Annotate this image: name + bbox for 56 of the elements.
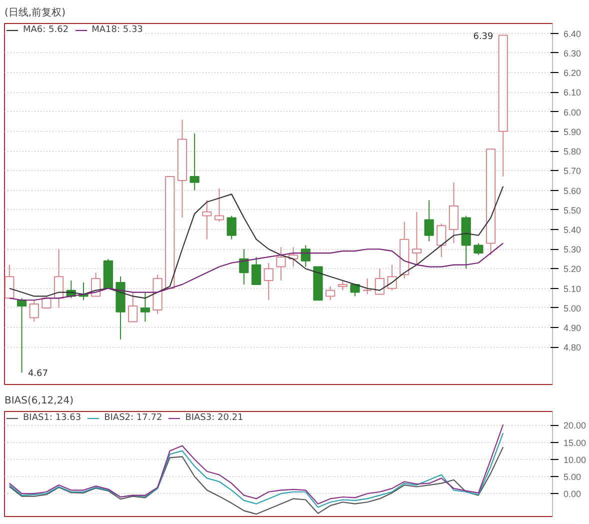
candlestick: [42, 296, 52, 308]
candlestick: [448, 182, 459, 244]
legend-label: BIAS3: 20.21: [185, 413, 244, 423]
candlestick: [214, 188, 224, 222]
candlestick: [424, 200, 434, 242]
y-tick-label: 5.40: [564, 225, 582, 236]
legend-label: BIAS1: 13.63: [23, 413, 82, 423]
candlestick: [326, 286, 336, 301]
legend-label: MA18: 5.33: [92, 25, 143, 35]
y-tick-label: 5.30: [564, 244, 582, 255]
candlestick: [474, 242, 484, 256]
candlestick: [387, 264, 397, 291]
candlestick: [412, 211, 422, 266]
y-tick-label: 5.90: [564, 126, 582, 137]
y-tick-label: 5.00: [564, 303, 582, 314]
candlestick: [29, 300, 39, 322]
line-series: [8, 446, 504, 515]
annotation: 4.67: [28, 369, 48, 380]
candlestick: [190, 132, 200, 191]
y-tick-label: 20.00: [564, 420, 586, 431]
y-tick-label: 6.00: [564, 107, 582, 118]
candlestick: [362, 278, 372, 295]
candlestick: [239, 248, 249, 285]
y-tick-label: 0.00: [564, 489, 582, 500]
candlestick: [374, 268, 385, 295]
y-tick-label: 15.00: [564, 438, 586, 448]
y-tick-label: 5.80: [564, 146, 582, 157]
candlestick: [140, 292, 150, 322]
y-tick-label: 5.50: [564, 205, 582, 216]
candlestick: [338, 280, 348, 291]
y-tick-label: 5.70: [564, 166, 582, 176]
y-tick-label: 5.00: [564, 472, 582, 482]
y-tick-label: 5.20: [564, 264, 582, 274]
chart-title: (日线,前复权): [4, 6, 66, 18]
y-tick-label: 6.30: [564, 48, 582, 58]
candlestick: [251, 256, 262, 285]
y-tick-label: 4.80: [564, 342, 582, 353]
chart-title: BIAS(6,12,24): [4, 396, 74, 406]
y-tick-label: 10.00: [564, 454, 586, 465]
y-tick-label: 4.90: [564, 323, 582, 334]
candlestick: [276, 246, 286, 282]
y-tick-label: 6.40: [564, 28, 582, 39]
y-tick-label: 6.10: [564, 88, 582, 98]
candlestick: [226, 215, 236, 240]
candlestick: [436, 223, 446, 258]
candlestick: [128, 292, 138, 322]
y-tick-label: 5.10: [564, 284, 582, 294]
y-tick-label: 6.20: [564, 68, 582, 78]
legend-label: BIAS2: 17.72: [104, 413, 162, 423]
y-tick-label: 5.60: [564, 186, 582, 196]
candlestick: [264, 262, 274, 301]
legend-label: MA6: 5.62: [23, 25, 69, 35]
annotation: 6.39: [473, 32, 494, 42]
candlestick: [300, 244, 310, 268]
candlestick: [4, 264, 14, 299]
candlestick: [202, 200, 212, 240]
